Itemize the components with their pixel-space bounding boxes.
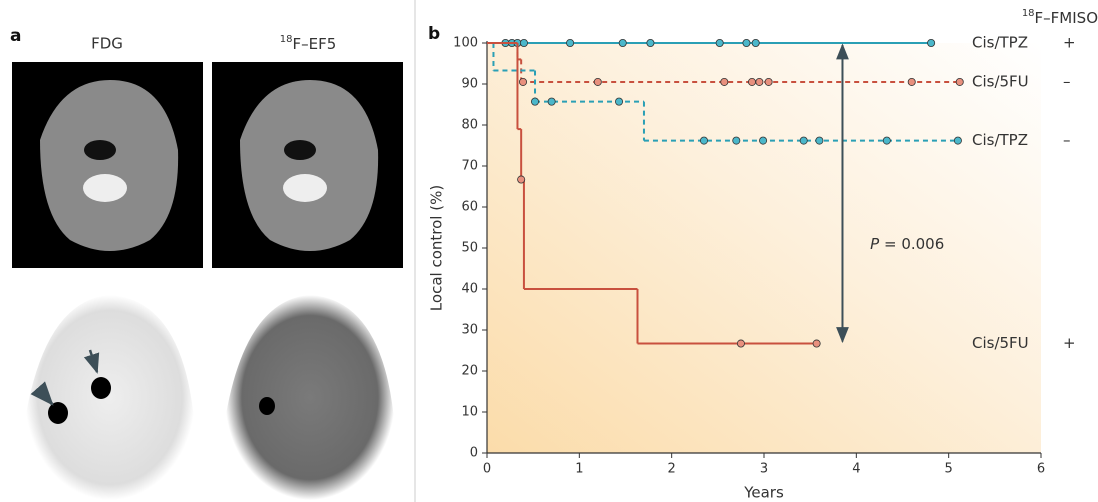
censor-mark	[953, 136, 962, 145]
panel-label: a	[10, 26, 21, 46]
censor-mark	[519, 77, 528, 86]
censor-mark	[747, 77, 756, 86]
y-tick-label: 70	[461, 159, 478, 174]
group-label: –	[1063, 72, 1071, 90]
series	[487, 42, 962, 145]
series	[487, 39, 936, 48]
censor-mark	[751, 39, 760, 48]
censor-mark	[759, 136, 768, 145]
censor-mark	[812, 339, 821, 348]
group-header: 18F–FMISO	[1022, 8, 1098, 27]
censor-mark	[755, 77, 764, 86]
panel-label: b	[428, 24, 440, 44]
x-tick-label: 1	[575, 462, 583, 477]
censor-mark	[955, 77, 964, 86]
censor-mark	[736, 339, 745, 348]
pet-image	[25, 295, 195, 500]
censor-mark	[566, 39, 575, 48]
x-tick-label: 3	[760, 462, 768, 477]
label-text: F–EF5	[292, 35, 336, 53]
censor-mark	[593, 77, 602, 86]
censor-mark	[907, 77, 916, 86]
series	[487, 42, 821, 348]
superscript: 18	[1022, 8, 1035, 19]
censor-mark	[742, 39, 751, 48]
censor-mark	[615, 97, 624, 106]
censor-mark	[715, 39, 724, 48]
censor-mark	[618, 39, 627, 48]
ct-image	[212, 62, 403, 268]
censor-mark	[799, 136, 808, 145]
y-tick-label: 50	[461, 241, 478, 256]
p-symbol: P	[870, 234, 880, 252]
y-tick-label: 90	[461, 77, 478, 92]
y-tick-label: 10	[461, 405, 478, 420]
group-label: +	[1063, 334, 1076, 352]
x-tick-label: 5	[945, 462, 953, 477]
y-tick-label: 0	[470, 446, 478, 461]
censor-mark	[646, 39, 655, 48]
image-label: FDG	[91, 35, 123, 53]
y-tick-label: 60	[461, 200, 478, 215]
censor-mark	[699, 136, 708, 145]
censor-mark	[732, 136, 741, 145]
header-text: F–FMISO	[1035, 9, 1098, 27]
censor-mark	[720, 77, 729, 86]
y-tick-label: 40	[461, 282, 478, 297]
y-tick-label: 100	[453, 36, 478, 51]
y-axis-label: Local control (%)	[428, 185, 446, 311]
group-label: +	[1063, 34, 1076, 52]
x-tick-label: 6	[1037, 462, 1045, 477]
x-tick-label: 2	[668, 462, 676, 477]
censor-mark	[882, 136, 891, 145]
series-label: Cis/5FU	[972, 334, 1029, 352]
p-value: P = 0.006	[870, 234, 944, 252]
image-label: 18F–EF5	[280, 34, 337, 53]
x-axis-label: Years	[743, 484, 784, 502]
censor-mark	[764, 77, 773, 86]
y-tick-label: 30	[461, 323, 478, 338]
plot-background	[487, 43, 1041, 453]
p-text: = 0.006	[879, 234, 944, 252]
censor-mark	[531, 97, 540, 106]
x-tick-label: 4	[852, 462, 860, 477]
series-label: Cis/TPZ	[972, 131, 1028, 149]
censor-mark	[519, 39, 528, 48]
censor-mark	[547, 97, 556, 106]
pet-image	[225, 295, 395, 500]
censor-mark	[517, 175, 526, 184]
y-tick-label: 80	[461, 118, 478, 133]
censor-mark	[927, 39, 936, 48]
x-tick-label: 0	[483, 462, 491, 477]
superscript: 18	[280, 34, 293, 45]
y-tick-label: 20	[461, 364, 478, 379]
censor-mark	[815, 136, 824, 145]
ct-image	[12, 62, 203, 268]
group-label: –	[1063, 131, 1071, 149]
series-label: Cis/TPZ	[972, 34, 1028, 52]
series-label: Cis/5FU	[972, 72, 1029, 90]
